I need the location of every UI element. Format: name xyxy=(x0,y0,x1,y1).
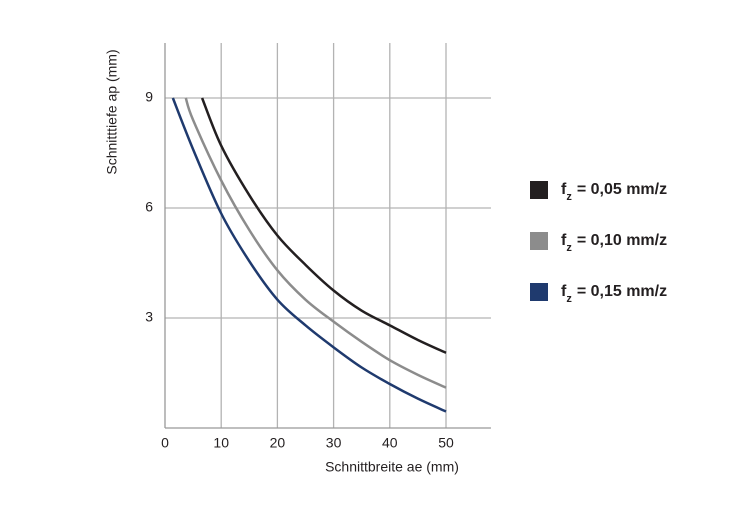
y-tick-label: 3 xyxy=(145,309,153,325)
legend-subscript: z xyxy=(566,293,572,305)
y-axis-label: Schnitttiefe ap (mm) xyxy=(104,49,120,174)
line xyxy=(200,97,447,354)
legend-subscript: z xyxy=(566,242,572,254)
legend-swatch xyxy=(530,232,548,250)
legend-label: fz = 0,10 mm/z xyxy=(561,232,667,254)
x-tick-label: 30 xyxy=(326,435,342,451)
y-tick-label: 6 xyxy=(145,199,153,215)
x-tick-label: 10 xyxy=(213,435,229,451)
legend-name: = 0,15 mm/z xyxy=(577,283,667,300)
legend-name: = 0,10 mm/z xyxy=(577,232,667,249)
line xyxy=(171,97,447,413)
legend-swatch xyxy=(530,181,548,199)
legend-swatch xyxy=(530,283,548,301)
x-tick-label: 40 xyxy=(382,435,398,451)
line xyxy=(184,97,447,389)
legend-symbol: f xyxy=(561,232,567,249)
y-tick-label: 9 xyxy=(145,89,153,105)
legend-label: fz = 0,05 mm/z xyxy=(561,181,667,203)
x-tick-label: 50 xyxy=(438,435,454,451)
x-tick-label: 20 xyxy=(270,435,286,451)
legend-subscript: z xyxy=(566,191,572,203)
legend-name: = 0,05 mm/z xyxy=(577,181,667,198)
legend-label: fz = 0,15 mm/z xyxy=(561,283,667,305)
x-axis-label: Schnittbreite ae (mm) xyxy=(325,459,459,475)
x-tick-label: 0 xyxy=(161,435,169,451)
legend-symbol: f xyxy=(561,283,567,300)
legend-symbol: f xyxy=(561,181,567,198)
